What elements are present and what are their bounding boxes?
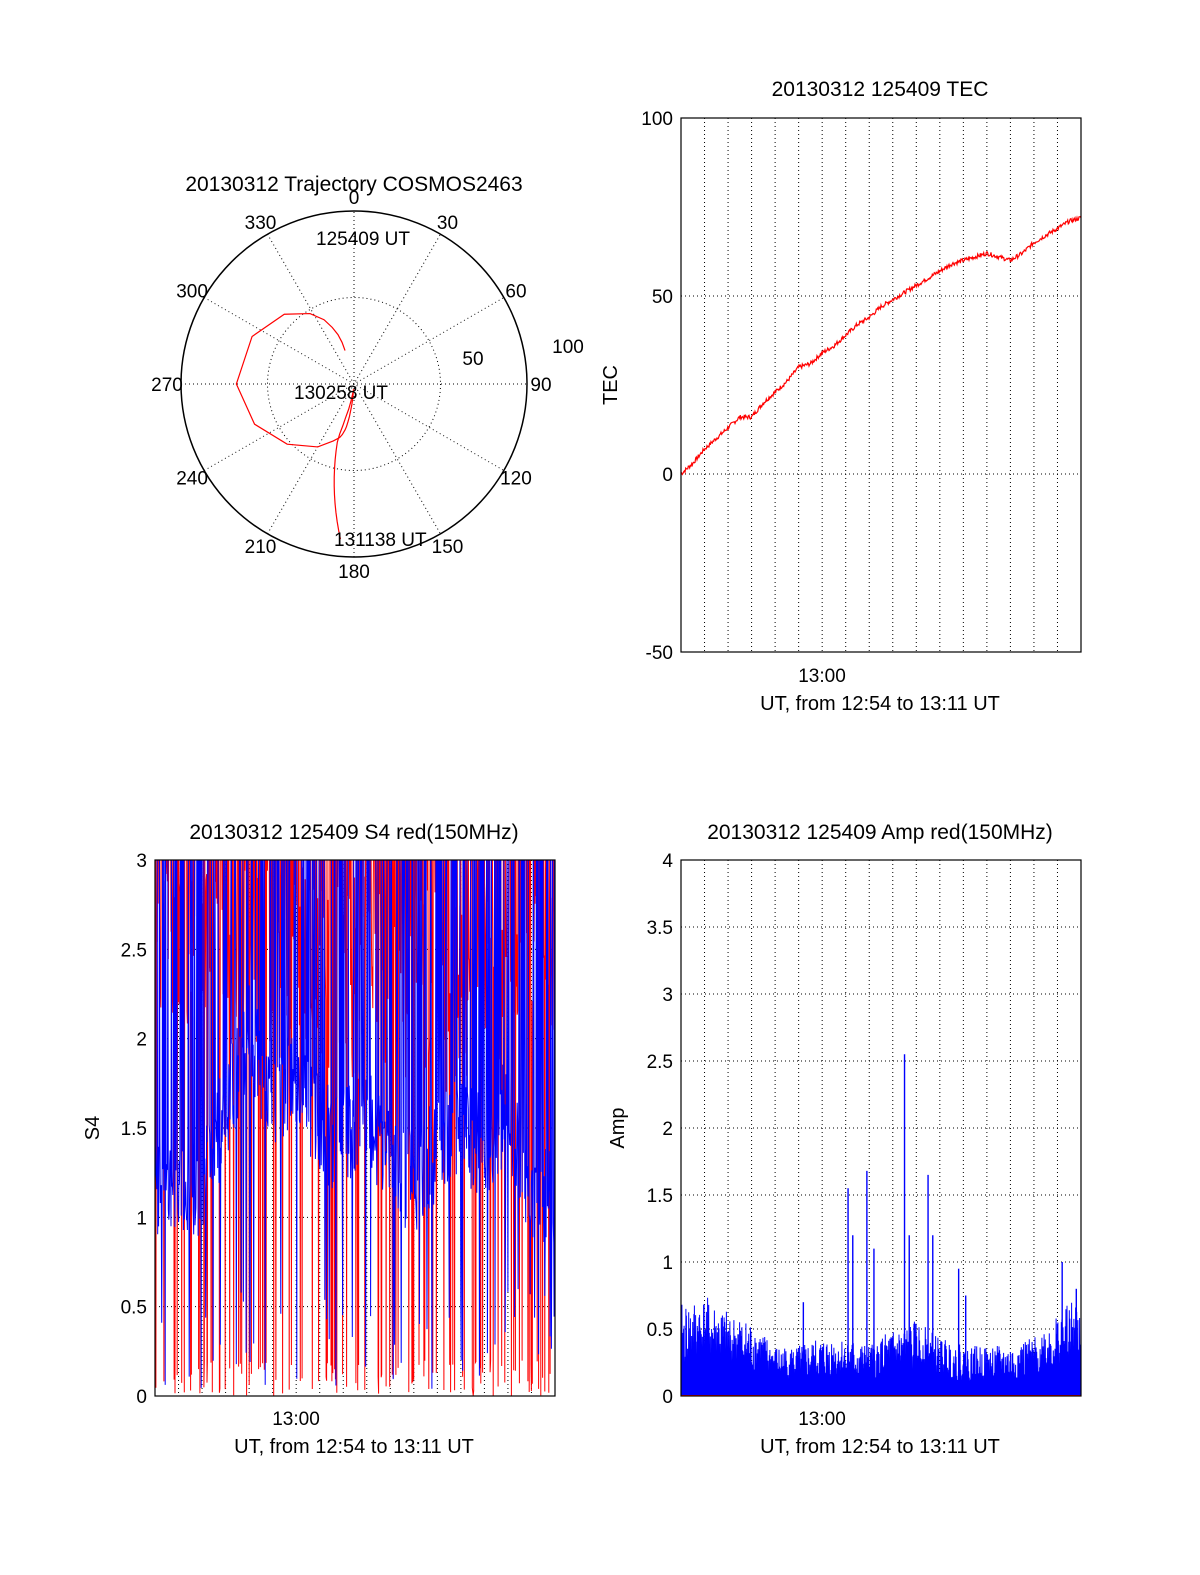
tec-series xyxy=(680,215,1082,476)
s4-y-tick-0: 0 xyxy=(136,1387,147,1408)
s4-y-tick-3: 1.5 xyxy=(121,1119,147,1140)
amp-y-tick-8: 4 xyxy=(662,851,673,872)
tec-x-tick-label: 13:00 xyxy=(798,666,846,687)
polar-azimuth-label-180: 180 xyxy=(338,562,370,583)
polar-radial-label-100: 100 xyxy=(552,337,584,358)
s4-y-ticks: 0 0.5 1 1.5 2 2.5 3 xyxy=(121,851,147,1408)
polar-azimuth-label-330: 330 xyxy=(245,213,277,234)
amp-y-ticks: 0 0.5 1 1.5 2 2.5 3 3.5 4 xyxy=(647,851,674,1408)
amp-y-tick-4: 2 xyxy=(662,1119,673,1140)
polar-azimuth-label-0: 0 xyxy=(349,188,360,209)
tec-y-axis-label: TEC xyxy=(600,365,622,405)
s4-y-tick-6: 3 xyxy=(136,851,147,872)
polar-azimuth-label-150: 150 xyxy=(432,537,464,558)
s4-x-tick-label: 13:00 xyxy=(272,1409,320,1430)
polar-track xyxy=(235,312,355,540)
tec-frame xyxy=(680,117,1082,653)
polar-trajectory-plot: 20130312 Trajectory COSMOS2463 0 30 60 90 12… xyxy=(151,173,584,583)
amp-plot: 20130312 125409 Amp red(150MHz) 0 0.5 1 1.5… xyxy=(607,821,1082,1458)
s4-plot: 20130312 125409 S4 red(150MHz) 0 0.5 1 1.5 2… xyxy=(82,821,556,1458)
tec-plot: 20130312 125409 TEC -50 0 50 100 13:00 UT, … xyxy=(600,78,1082,715)
polar-azimuth-label-60: 60 xyxy=(505,282,526,303)
polar-azimuth-label-300: 300 xyxy=(176,282,208,303)
amp-line-blue xyxy=(680,1297,1082,1397)
polar-grid xyxy=(180,210,528,558)
polar-spoke-150 xyxy=(267,233,441,535)
tec-x-axis-label: UT, from 12:54 to 13:11 UT xyxy=(760,693,1000,715)
amp-y-tick-2: 1 xyxy=(662,1253,673,1274)
amp-x-axis-label: UT, from 12:54 to 13:11 UT xyxy=(760,1436,1000,1458)
amp-frame xyxy=(680,859,1082,1397)
s4-frame xyxy=(154,859,556,1397)
s4-clipped xyxy=(155,860,555,1396)
polar-annotation-mid: 130258 UT xyxy=(294,383,388,404)
polar-azimuth-labels: 0 30 60 90 120 150 180 210 240 270 300 330 xyxy=(151,188,551,583)
amp-x-tick-label: 13:00 xyxy=(798,1409,846,1430)
amp-y-tick-0: 0 xyxy=(662,1387,673,1408)
polar-azimuth-label-240: 240 xyxy=(176,469,208,490)
polar-azimuth-label-270: 270 xyxy=(151,375,183,396)
amp-y-axis-label: Amp xyxy=(607,1107,629,1148)
amp-grid xyxy=(681,860,1081,1396)
amp-y-tick-7: 3.5 xyxy=(647,918,673,939)
polar-azimuth-label-90: 90 xyxy=(530,375,551,396)
tec-y-tick-3: 100 xyxy=(641,109,673,130)
s4-y-tick-4: 2 xyxy=(136,1030,147,1051)
amp-y-tick-3: 1.5 xyxy=(647,1186,673,1207)
s4-title: 20130312 125409 S4 red(150MHz) xyxy=(189,821,518,844)
tec-line xyxy=(680,215,1082,476)
s4-y-tick-5: 2.5 xyxy=(121,940,147,961)
s4-y-tick-1: 0.5 xyxy=(121,1298,147,1319)
s4-y-axis-label: S4 xyxy=(82,1116,104,1140)
polar-azimuth-label-120: 120 xyxy=(500,469,532,490)
tec-y-tick-1: 0 xyxy=(662,465,673,486)
polar-circle-50 xyxy=(267,297,441,471)
s4-x-axis-label: UT, from 12:54 to 13:11 UT xyxy=(234,1436,474,1458)
polar-radial-label-50: 50 xyxy=(462,349,483,370)
tec-y-tick-2: 50 xyxy=(652,287,673,308)
tec-y-ticks: -50 0 50 100 xyxy=(641,109,673,664)
polar-annotation-start: 125409 UT xyxy=(316,229,410,250)
tec-y-tick-0: -50 xyxy=(646,643,673,664)
s4-line-blue xyxy=(155,860,555,1389)
s4-series xyxy=(155,860,555,1396)
s4-y-tick-2: 1 xyxy=(136,1208,147,1229)
polar-track-line xyxy=(235,312,355,540)
amp-y-tick-5: 2.5 xyxy=(647,1052,673,1073)
amp-y-tick-1: 0.5 xyxy=(647,1320,673,1341)
amp-series xyxy=(680,1054,1082,1397)
polar-annotation-end: 131138 UT xyxy=(334,530,427,551)
polar-azimuth-label-30: 30 xyxy=(437,213,458,234)
tec-title: 20130312 125409 TEC xyxy=(772,78,989,101)
polar-title: 20130312 Trajectory COSMOS2463 xyxy=(185,173,522,196)
polar-azimuth-label-210: 210 xyxy=(245,537,277,558)
amp-title: 20130312 125409 Amp red(150MHz) xyxy=(707,821,1053,844)
amp-y-tick-6: 3 xyxy=(662,985,673,1006)
tec-grid xyxy=(681,118,1081,652)
